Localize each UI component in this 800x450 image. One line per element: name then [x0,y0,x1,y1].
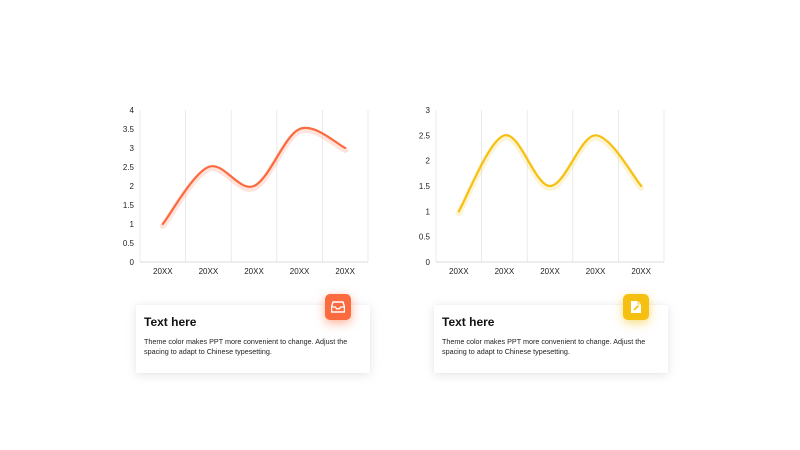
document-edit-icon [631,301,641,313]
card-title: Text here [144,315,197,329]
x-tick-label: 20XX [199,267,219,276]
y-tick-label: 3 [426,106,431,115]
y-tick-label: 2 [130,182,135,191]
badge-left [325,294,351,320]
y-tick-label: 2.5 [419,131,431,140]
x-tick-label: 20XX [495,267,515,276]
y-tick-label: 4 [130,106,135,115]
x-tick-label: 20XX [540,267,560,276]
y-tick-label: 3 [130,144,135,153]
card-description: Theme color makes PPT more convenient to… [442,337,646,356]
y-tick-label: 2 [426,157,431,166]
text-card-left: Text here Theme color makes PPT more con… [136,305,370,373]
series-line-glow [159,126,349,229]
y-tick-label: 1 [426,207,431,216]
y-tick-label: 1 [130,220,135,229]
y-tick-label: 0 [426,258,431,267]
card-title: Text here [442,315,495,329]
y-tick-label: 0.5 [419,233,431,242]
badge-right [623,294,649,320]
y-tick-label: 1.5 [419,182,431,191]
series-line [457,134,643,213]
x-tick-label: 20XX [335,267,355,276]
series-line [161,126,347,226]
line-chart-yellow: 0 0.5 1 1.5 2 2.5 3 20XX 20XX 20XX 20XX 20XX [419,106,665,276]
y-tick-label: 2.5 [123,163,135,172]
x-tick-label: 20XX [586,267,606,276]
inbox-icon [331,301,345,313]
x-tick-label: 20XX [631,267,651,276]
y-tick-label: 0.5 [123,239,135,248]
card-description: Theme color makes PPT more convenient to… [144,337,348,356]
x-tick-label: 20XX [244,267,264,276]
x-tick-label: 20XX [290,267,310,276]
x-tick-label: 20XX [449,267,469,276]
y-tick-label: 1.5 [123,201,135,210]
line-chart-orange: 0 0.5 1 1.5 2 2.5 3 3.5 4 20XX 20XX 20XX 20XX 20XX [123,106,369,276]
y-tick-label: 3.5 [123,125,135,134]
x-tick-label: 20XX [153,267,173,276]
y-tick-label: 0 [130,258,135,267]
text-card-right: Text here Theme color makes PPT more con… [434,305,668,373]
